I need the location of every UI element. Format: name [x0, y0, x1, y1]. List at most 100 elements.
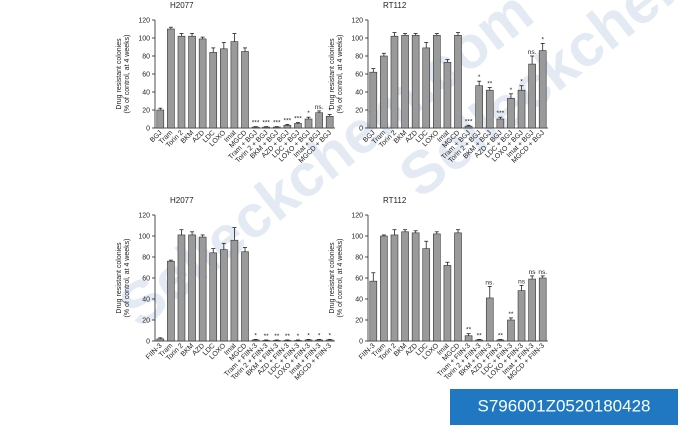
- y-tick-label: 80: [355, 255, 363, 262]
- bar: [517, 89, 526, 129]
- y-tick-label: 40: [142, 90, 150, 97]
- bar: [315, 112, 323, 129]
- bar: [177, 35, 186, 129]
- bar: [433, 233, 441, 342]
- significance-label: *: [328, 332, 331, 339]
- bar: [304, 339, 313, 342]
- y-tick-label: 100: [351, 36, 363, 43]
- bar: [251, 126, 260, 129]
- y-tick-label: 60: [142, 276, 150, 283]
- bar: [198, 236, 207, 342]
- bar: [156, 109, 165, 129]
- bar: [422, 248, 431, 342]
- bar: [188, 35, 196, 129]
- y-tick-label: 0: [146, 126, 150, 133]
- y-tick-label: 100: [351, 234, 363, 241]
- significance-label: ***: [262, 120, 270, 127]
- bar: [496, 339, 505, 342]
- y-tick-label: 60: [355, 276, 363, 283]
- bar: [496, 118, 505, 129]
- bar: [507, 319, 515, 342]
- y-tick-label: 120: [351, 213, 363, 220]
- y-tick-label: 80: [355, 54, 363, 61]
- chart-title: RT112: [383, 196, 407, 205]
- significance-label: ns: [518, 278, 526, 285]
- bar: [507, 98, 515, 129]
- y-tick-label: 100: [138, 234, 150, 241]
- bar: [294, 123, 302, 129]
- y-tick-label: 80: [142, 54, 150, 61]
- significance-label: *: [318, 332, 321, 339]
- significance-label: *: [520, 79, 523, 86]
- chart-title: H2077: [170, 1, 194, 10]
- significance-label: ***: [284, 117, 292, 124]
- significance-label: *: [297, 333, 300, 340]
- significance-label: ns: [529, 269, 537, 276]
- bar: [262, 340, 270, 342]
- y-axis-label: (% of control, at 4 weeks): [337, 239, 344, 318]
- bar: [464, 335, 473, 342]
- y-tick-label: 20: [355, 108, 363, 115]
- bar: [380, 55, 388, 129]
- bar: [517, 290, 526, 342]
- y-tick-label: 120: [351, 18, 363, 25]
- y-tick-label: 20: [355, 318, 363, 325]
- bar: [475, 339, 483, 342]
- bar: [262, 126, 270, 129]
- bar: [528, 63, 536, 129]
- bar: [241, 251, 249, 342]
- significance-label: ***: [252, 120, 260, 127]
- y-tick-label: 20: [142, 108, 150, 115]
- bar: [220, 249, 228, 342]
- bar: [390, 234, 399, 342]
- significance-label: **: [274, 333, 280, 340]
- y-axis-label: (% of control, at 4 weeks): [124, 35, 131, 114]
- bar: [401, 34, 409, 129]
- y-tick-label: 0: [359, 339, 363, 346]
- y-tick-label: 60: [355, 72, 363, 79]
- bar: [315, 339, 323, 342]
- bar: [485, 297, 494, 342]
- y-axis-label: Drug resistant colonies: [329, 242, 336, 314]
- significance-label: **: [264, 333, 270, 340]
- y-axis-label: Drug resistant colonies: [329, 38, 336, 110]
- y-tick-label: 80: [142, 255, 150, 262]
- bar: [294, 340, 302, 342]
- y-tick-label: 40: [355, 297, 363, 304]
- bar: [369, 280, 378, 342]
- y-axis-label: Drug resistant colonies: [116, 38, 123, 110]
- bar: [230, 239, 239, 342]
- y-tick-label: 100: [138, 36, 150, 43]
- bar: [156, 338, 165, 342]
- bar: [475, 85, 483, 129]
- significance-label: **: [508, 311, 514, 318]
- significance-label: *: [254, 332, 257, 339]
- significance-label: *: [541, 36, 544, 43]
- bar: [454, 232, 462, 342]
- bar: [369, 71, 378, 129]
- significance-label: ***: [465, 118, 473, 125]
- significance-label: **: [466, 327, 472, 334]
- bar: [443, 61, 452, 129]
- bar: [209, 252, 218, 342]
- significance-label: ***: [294, 116, 302, 123]
- y-axis-label: (% of control, at 4 weeks): [124, 239, 131, 318]
- chart-title: RT112: [383, 1, 407, 10]
- badge-text: S796001Z0520180428: [478, 396, 651, 415]
- y-tick-label: 120: [138, 18, 150, 25]
- bar: [411, 232, 420, 342]
- y-tick-label: 20: [142, 318, 150, 325]
- significance-label: **: [487, 81, 493, 88]
- bar: [198, 38, 207, 129]
- significance-label: *: [478, 74, 481, 81]
- bar: [454, 34, 462, 129]
- y-tick-label: 0: [359, 126, 363, 133]
- significance-label: ns.: [538, 269, 547, 276]
- bar: [188, 234, 196, 342]
- bar: [283, 340, 292, 342]
- bar: [251, 339, 260, 342]
- significance-label: ***: [273, 120, 281, 127]
- bar: [433, 34, 441, 129]
- bar: [272, 340, 281, 342]
- y-tick-label: 40: [142, 297, 150, 304]
